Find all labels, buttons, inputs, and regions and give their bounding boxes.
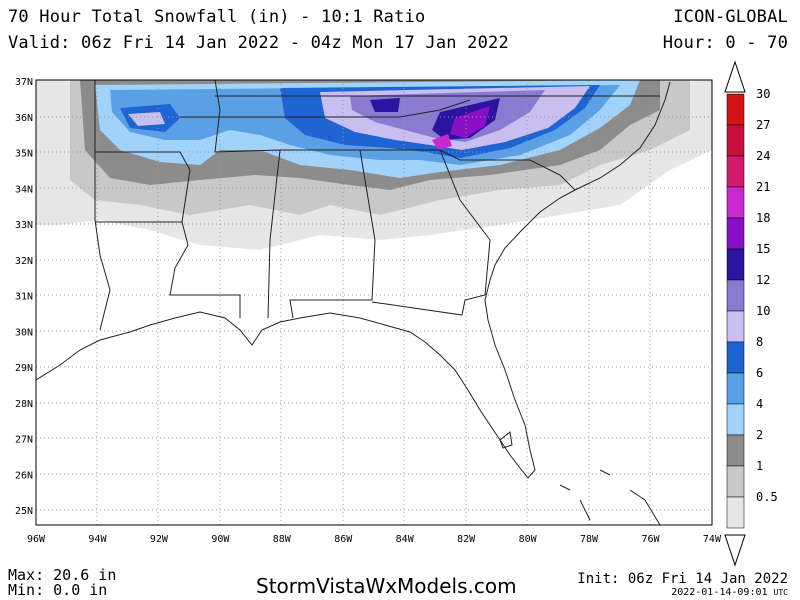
bahamas <box>559 469 661 525</box>
legend-swatch <box>726 403 745 436</box>
lon-label: 96W <box>27 534 46 545</box>
legend-label: 0.5 <box>756 490 778 504</box>
legend-label: 10 <box>756 304 770 318</box>
carolina-border <box>439 149 576 191</box>
generated-time: 2022-01-14-09:01 UTC <box>671 587 788 598</box>
forecast-hour: Hour: 0 - 70 <box>662 33 788 53</box>
lat-label: 37N <box>15 77 33 88</box>
model-name: ICON-GLOBAL <box>673 7 788 27</box>
alabama-border <box>280 149 376 319</box>
legend-swatch <box>726 372 745 405</box>
legend-bottom-arrow <box>724 534 746 567</box>
legend-swatch <box>726 341 745 374</box>
lat-label: 32N <box>15 256 33 267</box>
legend-label: 18 <box>756 211 770 225</box>
lat-lon-grid <box>36 80 712 525</box>
legend-label: 21 <box>756 180 770 194</box>
generated-unit: UTC <box>773 588 788 597</box>
legend-swatch <box>726 310 745 343</box>
init-time: Init: 06z Fri 14 Jan 2022 <box>577 571 788 587</box>
lon-label: 94W <box>88 534 107 545</box>
legend-label: 12 <box>756 273 770 287</box>
legend-swatch <box>726 465 745 498</box>
georgia-border <box>360 149 491 316</box>
legend-swatch <box>726 248 745 281</box>
arkansas-border <box>95 151 191 223</box>
lon-label: 84W <box>396 534 415 545</box>
lon-label: 88W <box>273 534 292 545</box>
latitude-labels: 37N 36N 35N 34N 33N 32N 31N 30N 29N 28N 27N 26N 25N <box>15 77 33 517</box>
lat-label: 30N <box>15 327 33 338</box>
legend-top-arrow <box>724 60 746 93</box>
legend-label: 8 <box>756 335 763 349</box>
tennessee-border <box>180 99 471 118</box>
legend-swatch <box>726 124 745 157</box>
lon-label: 82W <box>457 534 476 545</box>
lon-label: 90W <box>211 534 230 545</box>
lat-label: 29N <box>15 363 33 374</box>
lon-label: 76W <box>641 534 660 545</box>
louisiana-border <box>95 221 241 318</box>
legend-label: 15 <box>756 242 770 256</box>
lat-label: 26N <box>15 470 33 481</box>
legend-swatch <box>726 155 745 188</box>
map-title: 70 Hour Total Snowfall (in) - 10:1 Ratio <box>8 7 426 27</box>
lat-label: 36N <box>15 113 33 124</box>
lon-label: 78W <box>580 534 599 545</box>
legend-swatch <box>726 434 745 467</box>
generated-timestamp: 2022-01-14-09:01 <box>671 587 768 598</box>
legend-label: 2 <box>756 428 763 442</box>
legend-label: 4 <box>756 397 763 411</box>
lon-label: 74W <box>703 534 722 545</box>
lat-label: 27N <box>15 435 33 446</box>
mississippi-border <box>214 80 281 319</box>
lat-label: 35N <box>15 149 33 160</box>
lake-okeechobee <box>499 431 513 449</box>
map-frame <box>35 79 713 526</box>
state-boundaries <box>36 80 671 525</box>
lat-label: 28N <box>15 399 33 410</box>
legend-label: 24 <box>756 149 770 163</box>
longitude-labels: 96W 94W 92W 90W 88W 86W 84W 82W 80W 78W 76W 74W <box>27 534 722 545</box>
min-value: Min: 0.0 in <box>8 581 108 599</box>
lat-label: 31N <box>15 292 33 303</box>
snowfall-shading <box>36 80 712 250</box>
legend-swatch <box>726 93 745 126</box>
texas-louisiana-border <box>94 80 111 331</box>
legend-label: 1 <box>756 459 763 473</box>
lon-label: 86W <box>334 534 353 545</box>
lon-label: 92W <box>150 534 169 545</box>
site-watermark: StormVistaWxModels.com <box>256 574 517 598</box>
legend-label: 30 <box>756 87 770 101</box>
legend-swatch <box>726 496 745 529</box>
legend-label: 27 <box>756 118 770 132</box>
lat-label: 34N <box>15 184 33 195</box>
valid-time: Valid: 06z Fri 14 Jan 2022 - 04z Mon 17 … <box>8 33 509 53</box>
lat-label: 33N <box>15 220 33 231</box>
legend-swatch <box>726 186 745 219</box>
lat-label: 25N <box>15 506 33 517</box>
lon-label: 80W <box>519 534 538 545</box>
max-value: Max: 20.6 in <box>8 566 117 584</box>
legend-swatch <box>726 217 745 250</box>
legend-label: 6 <box>756 366 763 380</box>
legend-swatch <box>726 279 745 312</box>
